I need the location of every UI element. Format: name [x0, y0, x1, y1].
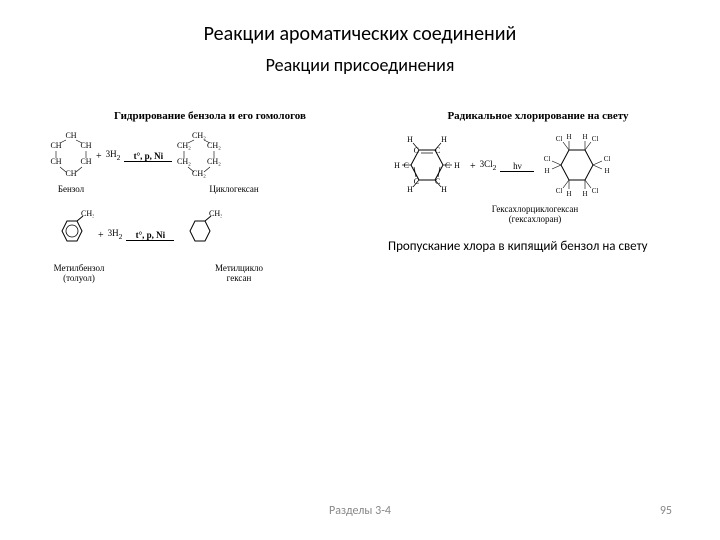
- svg-text:H: H: [441, 185, 447, 194]
- svg-text:H: H: [394, 161, 400, 170]
- svg-text:CH₂: CH₂: [207, 157, 221, 166]
- svg-text:H: H: [441, 135, 447, 144]
- svg-text:CH: CH: [50, 141, 61, 150]
- reaction-benzene: CH CH CH CH CH CH + 3H2 t: [50, 130, 370, 183]
- cyclohexane-label: Циклогексан: [204, 185, 264, 195]
- svg-text:C: C: [404, 161, 409, 170]
- svg-text:CH₃: CH₃: [81, 209, 94, 218]
- hexachlorocyclohexane-structure: Cl H Cl H Cl H Cl H Cl H Cl H: [538, 130, 616, 203]
- svg-text:H: H: [407, 135, 413, 144]
- benzene-h-structure: C C C C C C H H H H H H: [388, 130, 466, 203]
- benzene-label: Бензол: [50, 185, 92, 195]
- chlorine-reagent: 3Cl2: [480, 160, 497, 172]
- hydrogen-reagent-2: 3H2: [108, 229, 123, 241]
- slide-subtitle: Реакции присоединения: [0, 46, 720, 76]
- reaction-arrow: t°, p, Ni: [120, 151, 176, 162]
- svg-text:Cl: Cl: [556, 187, 563, 195]
- benzene-structure: CH CH CH CH CH CH: [50, 130, 92, 183]
- svg-text:CH₂: CH₂: [177, 157, 191, 166]
- plus-sign-2: +: [94, 230, 108, 241]
- svg-text:CH₂: CH₂: [192, 131, 206, 140]
- chlorination-caption: Пропускание хлора в кипящий бензол на св…: [388, 239, 688, 254]
- svg-text:H: H: [605, 167, 610, 175]
- svg-text:Cl: Cl: [592, 187, 599, 195]
- toluene-label: Метилбензол(толуол): [50, 264, 108, 284]
- svg-text:H: H: [567, 133, 572, 141]
- cyclohexane-structure: CH₂ CH₂ CH₂ CH₂ CH₂ CH₂: [176, 130, 222, 183]
- svg-text:H: H: [545, 167, 550, 175]
- methylcyclohexane-label: Метилциклогексан: [204, 264, 274, 284]
- svg-text:Cl: Cl: [556, 135, 563, 143]
- svg-text:CH: CH: [65, 131, 76, 140]
- hexachlorocyclohexane-label: Гексахлорциклогексан(гексахлоран): [388, 205, 682, 225]
- page-number: 95: [660, 504, 672, 518]
- reaction-arrow-2: t°, p, Ni: [122, 230, 178, 241]
- reaction-toluene: CH₃ + 3H2 t°, p, Ni CH₃: [50, 209, 370, 262]
- svg-text:H: H: [583, 133, 588, 141]
- svg-text:C: C: [445, 161, 450, 170]
- svg-text:H: H: [583, 190, 588, 198]
- toluene-structure: CH₃: [50, 209, 94, 262]
- svg-text:H: H: [454, 161, 460, 170]
- slide-title: Реакции ароматических соединений: [0, 0, 720, 46]
- svg-text:CH: CH: [80, 141, 91, 150]
- hydrogenation-heading: Гидрирование бензола и его гомологов: [50, 110, 370, 122]
- svg-text:CH₃: CH₃: [209, 209, 222, 218]
- svg-text:H: H: [567, 190, 572, 198]
- svg-text:Cl: Cl: [604, 155, 611, 163]
- hydrogen-reagent: 3H2: [106, 150, 121, 162]
- svg-text:CH: CH: [65, 169, 76, 178]
- svg-text:Cl: Cl: [544, 155, 551, 163]
- plus-sign-3: +: [466, 161, 480, 172]
- chlorination-section: Радикальное хлорирование на свету C C C …: [388, 110, 688, 254]
- plus-sign: +: [92, 151, 106, 162]
- svg-text:H: H: [407, 185, 413, 194]
- footer-section: Разделы 3-4: [0, 504, 720, 518]
- reaction-arrow-3: hν: [496, 161, 538, 172]
- svg-text:CH: CH: [80, 157, 91, 166]
- reaction-chlorination: C C C C C C H H H H H H +: [388, 130, 688, 203]
- svg-text:CH: CH: [50, 157, 61, 166]
- svg-text:C: C: [435, 177, 440, 186]
- svg-text:CH₂: CH₂: [192, 169, 206, 178]
- hydrogenation-section: Гидрирование бензола и его гомологов CH …: [50, 110, 370, 283]
- svg-text:C: C: [414, 177, 419, 186]
- chlorination-heading: Радикальное хлорирование на свету: [388, 110, 688, 122]
- svg-text:Cl: Cl: [592, 135, 599, 143]
- methylcyclohexane-structure: CH₃: [178, 209, 222, 262]
